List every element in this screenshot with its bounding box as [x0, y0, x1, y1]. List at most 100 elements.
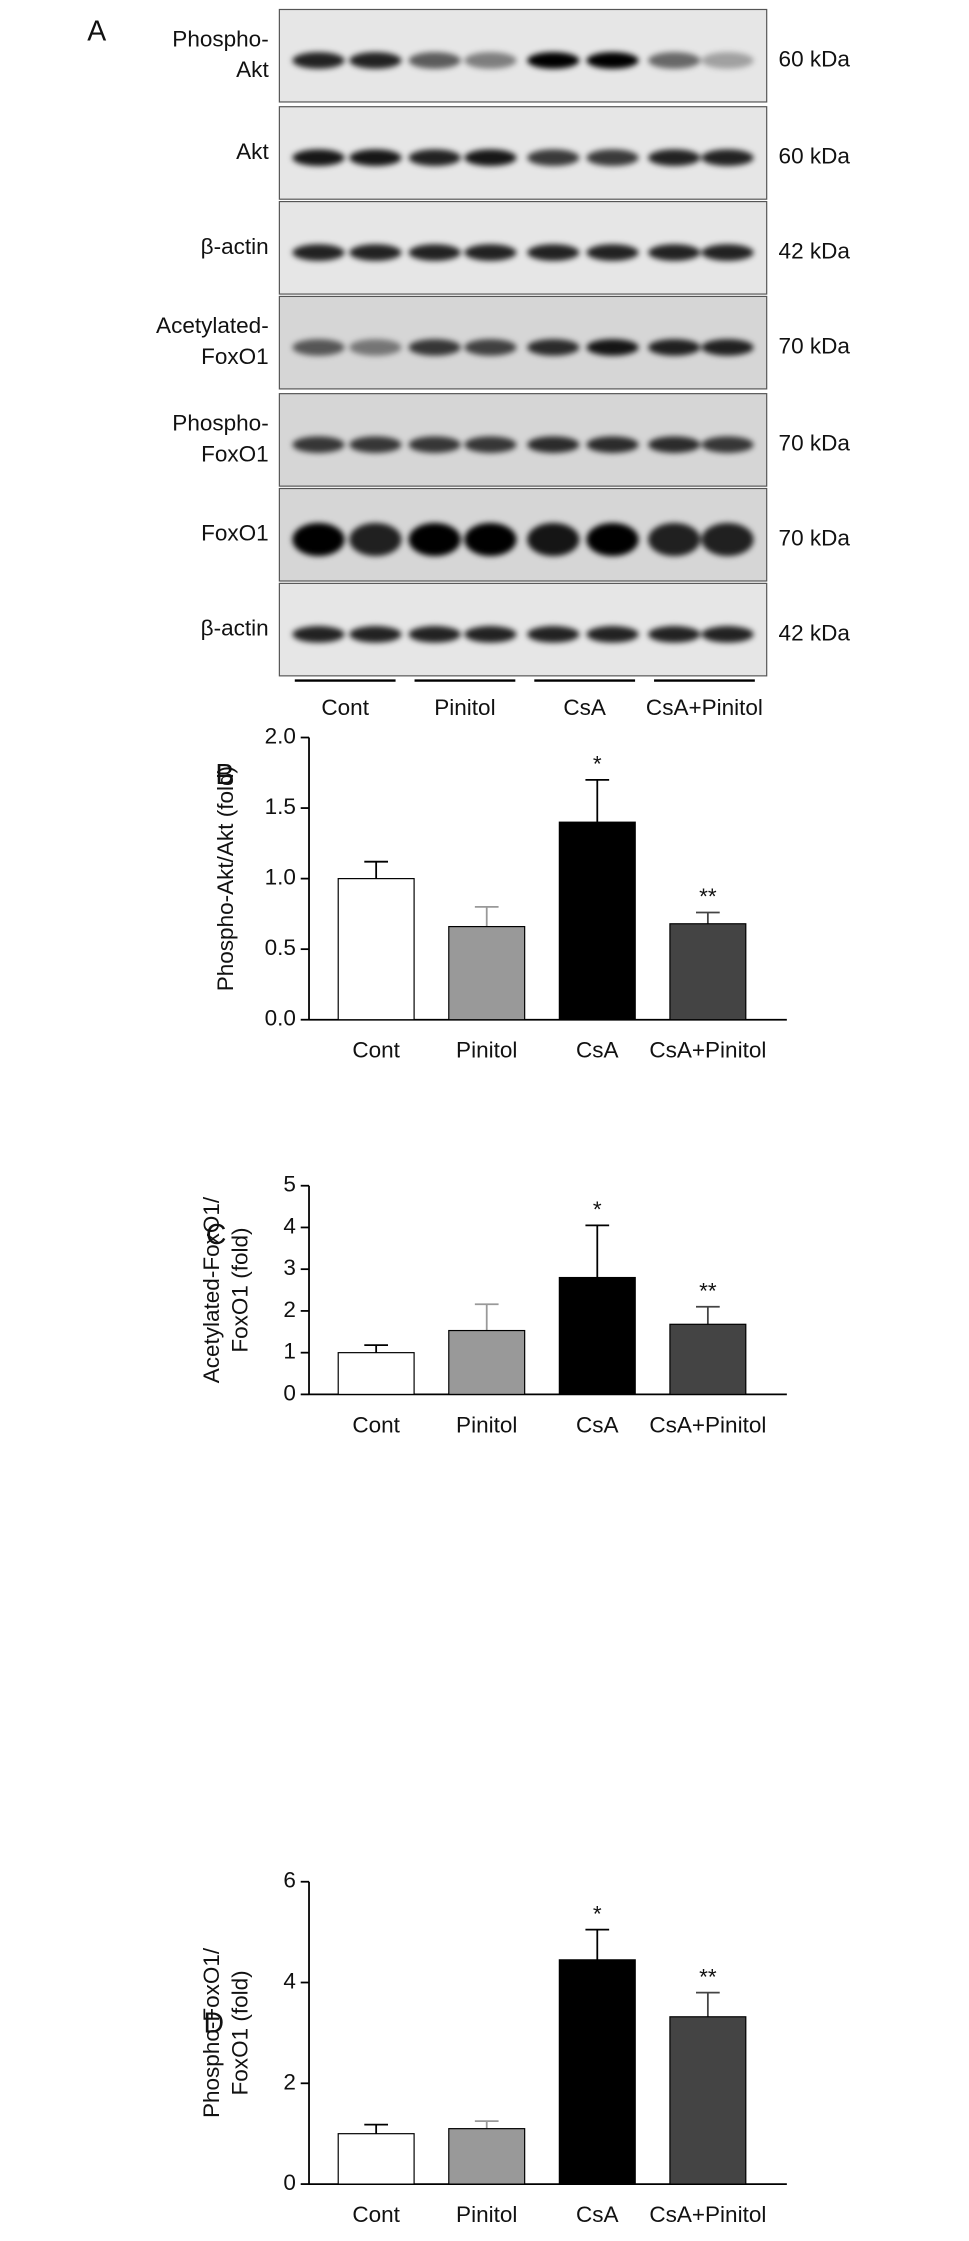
- size-label: 60 kDa: [779, 46, 851, 71]
- size-label: 42 kDa: [779, 239, 851, 264]
- band: [292, 244, 345, 261]
- y-tick-label: 2: [283, 2069, 296, 2094]
- band: [527, 436, 580, 453]
- band: [349, 244, 402, 261]
- row-label: FoxO1: [201, 521, 269, 546]
- bar: [558, 821, 636, 1021]
- band: [408, 149, 461, 166]
- band: [527, 52, 580, 69]
- band: [648, 436, 701, 453]
- y-tick-label: 4: [283, 1968, 296, 1993]
- band: [464, 244, 517, 261]
- y-tick-label: 0.5: [265, 935, 296, 960]
- band: [527, 339, 580, 356]
- x-tick-label: CsA+Pinitol: [649, 1038, 766, 1063]
- row-label: Phospho-: [172, 26, 268, 51]
- bar: [448, 2128, 526, 2185]
- bar: [669, 923, 747, 1021]
- band: [464, 149, 517, 166]
- band: [408, 244, 461, 261]
- band: [648, 626, 701, 643]
- y-axis-label: Phospho-Akt/Akt (fold): [213, 766, 238, 991]
- size-label: 70 kDa: [779, 333, 851, 358]
- band: [349, 52, 402, 69]
- band: [586, 522, 639, 557]
- band: [408, 522, 461, 557]
- x-tick-label: Pinitol: [456, 1412, 517, 1437]
- band: [408, 339, 461, 356]
- band: [292, 626, 345, 643]
- y-axis-label: FoxO1 (fold): [227, 1227, 252, 1352]
- bar: [669, 1323, 747, 1395]
- x-tick-label: Pinitol: [456, 1038, 517, 1063]
- y-axis-label: Acetylated-FoxO1/: [199, 1196, 224, 1383]
- x-tick-label: Cont: [352, 2202, 400, 2227]
- band: [527, 522, 580, 557]
- y-axis-label: FoxO1 (fold): [227, 1970, 252, 2095]
- size-label: 42 kDa: [779, 620, 851, 645]
- bands: [292, 626, 754, 643]
- band: [586, 339, 639, 356]
- x-tick-label: CsA+Pinitol: [649, 1412, 766, 1437]
- bands: [292, 244, 754, 261]
- row-label: FoxO1: [201, 344, 269, 369]
- band: [292, 522, 345, 557]
- y-tick-label: 1.5: [265, 794, 296, 819]
- band: [648, 522, 701, 557]
- group-label: Pinitol: [434, 695, 495, 720]
- x-tick-label: CsA: [576, 1412, 619, 1437]
- row-label: β-actin: [201, 616, 269, 641]
- band: [408, 52, 461, 69]
- band: [349, 436, 402, 453]
- bar: [337, 878, 415, 1021]
- annotation: *: [593, 752, 602, 777]
- band: [701, 149, 754, 166]
- band: [408, 436, 461, 453]
- band: [701, 339, 754, 356]
- band: [527, 626, 580, 643]
- y-tick-label: 0.0: [265, 1006, 296, 1031]
- bar: [448, 925, 526, 1021]
- band: [648, 52, 701, 69]
- bar: [669, 2016, 747, 2185]
- band: [701, 436, 754, 453]
- y-tick-label: 1: [283, 1339, 296, 1364]
- x-tick-label: CsA: [576, 1038, 619, 1063]
- y-tick-label: 1.0: [265, 865, 296, 890]
- band: [349, 149, 402, 166]
- y-tick-label: 4: [283, 1213, 296, 1238]
- annotation: **: [699, 884, 717, 909]
- band: [527, 149, 580, 166]
- panel-label: C: [206, 1219, 227, 1251]
- bands: [292, 149, 754, 166]
- x-tick-label: CsA+Pinitol: [649, 2202, 766, 2227]
- band: [464, 52, 517, 69]
- y-tick-label: 6: [283, 1868, 296, 1893]
- y-tick-label: 3: [283, 1255, 296, 1280]
- band: [701, 626, 754, 643]
- x-tick-label: Pinitol: [456, 2202, 517, 2227]
- y-tick-label: 0: [283, 2170, 296, 2195]
- band: [464, 339, 517, 356]
- band: [648, 149, 701, 166]
- group-label: CsA: [563, 695, 606, 720]
- band: [701, 244, 754, 261]
- panel-label: D: [203, 2008, 224, 2040]
- bands: [292, 522, 754, 557]
- band: [292, 339, 345, 356]
- annotation: *: [593, 1197, 602, 1222]
- band: [349, 522, 402, 557]
- x-tick-label: Cont: [352, 1038, 400, 1063]
- group-label: Cont: [321, 695, 369, 720]
- band: [701, 522, 754, 557]
- band: [586, 626, 639, 643]
- size-label: 70 kDa: [779, 431, 851, 456]
- annotation: **: [699, 1278, 717, 1303]
- band: [701, 52, 754, 69]
- size-label: 60 kDa: [779, 144, 851, 169]
- band: [527, 244, 580, 261]
- annotation: *: [593, 1901, 602, 1926]
- y-axis-label: Phospho-FoxO1/: [199, 1947, 224, 2118]
- row-label: Akt: [236, 139, 269, 164]
